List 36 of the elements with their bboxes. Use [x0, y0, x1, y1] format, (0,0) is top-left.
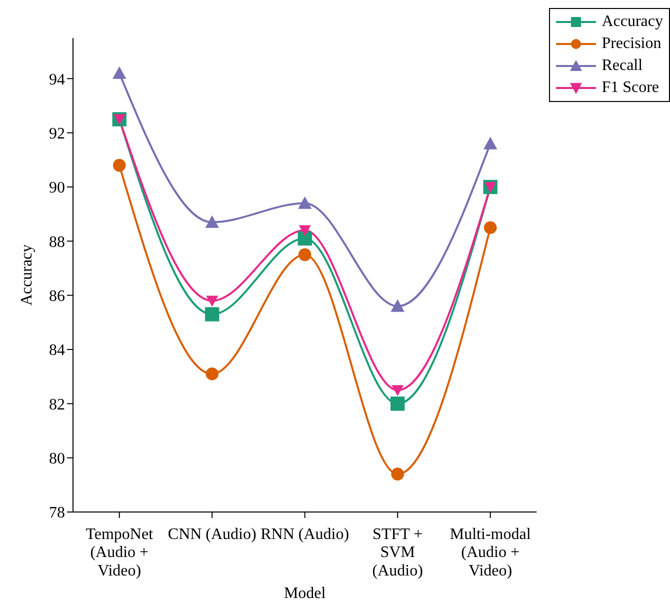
point [298, 248, 312, 262]
y-tick-label: 84 [49, 342, 65, 360]
x-tick-label: TempoNet (Audio + Video) [86, 526, 154, 580]
point [484, 221, 497, 234]
x-tick-label: Multi-modal (Audio + Video) [450, 526, 532, 580]
point [206, 367, 219, 380]
y-tick-label: 80 [49, 450, 65, 468]
point [206, 296, 218, 307]
x-tick-label: CNN (Audio) [168, 526, 256, 543]
y-tick-label: 78 [49, 504, 65, 522]
point [298, 196, 312, 209]
x-tick-label: RNN (Audio) [260, 526, 350, 543]
point [391, 468, 404, 480]
x-tick-label: STFT + SVM (Audio) [372, 526, 423, 580]
point [112, 158, 126, 172]
y-tick-label: 88 [49, 234, 65, 251]
y-tick-label: 92 [49, 125, 65, 142]
point [205, 307, 220, 322]
y-tick-label: 94 [49, 71, 65, 88]
point [298, 225, 311, 236]
point [483, 136, 498, 150]
y-tick-label: 90 [49, 180, 65, 197]
y-tick-label: 86 [49, 288, 65, 305]
legend-label: Accuracy [602, 13, 663, 31]
point [392, 385, 404, 396]
legend-label: Precision [602, 35, 662, 53]
point [112, 66, 126, 79]
legend-label: F1 Score [602, 79, 660, 97]
legend-label: Recall [602, 57, 643, 75]
y-tick-label: 82 [49, 396, 65, 414]
point [390, 396, 405, 411]
point [205, 215, 219, 228]
y-axis-title: Accuracy [18, 244, 36, 306]
x-axis-title: Model [284, 585, 326, 602]
point [298, 231, 312, 246]
point [390, 299, 404, 312]
